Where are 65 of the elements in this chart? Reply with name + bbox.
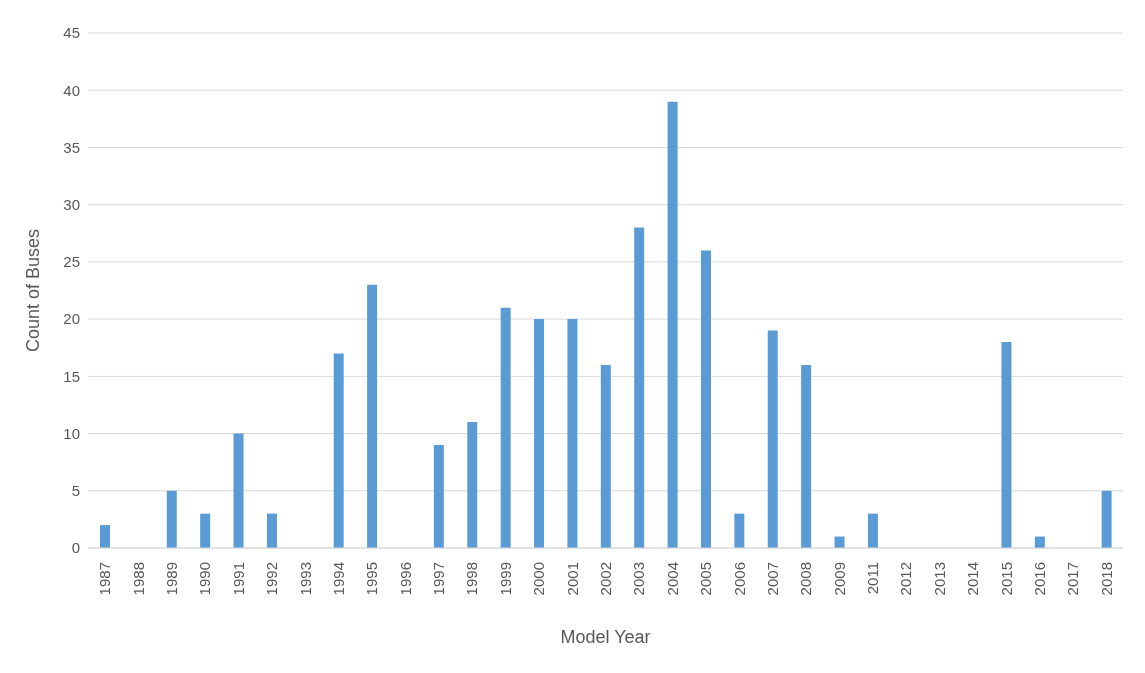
x-tick-label: 2018 [1097, 562, 1115, 596]
x-tick-label: 2012 [897, 562, 915, 596]
bar [333, 353, 344, 548]
y-tick-label: 10 [63, 424, 80, 442]
x-tick-label: 2001 [563, 562, 581, 596]
x-tick-label: 1991 [229, 562, 247, 596]
x-tick-label: 1992 [263, 562, 281, 596]
bar [534, 319, 545, 548]
bar [1101, 490, 1112, 548]
y-tick-label: 35 [63, 138, 80, 156]
x-tick-label: 2000 [530, 562, 548, 596]
y-tick-label: 45 [63, 24, 80, 42]
bar [567, 319, 578, 548]
bar [166, 490, 177, 548]
x-tick-label: 2002 [597, 562, 614, 596]
x-tick-label: 1988 [129, 562, 147, 596]
x-tick-label: 2007 [763, 562, 781, 596]
x-tick-label: 1999 [496, 562, 514, 596]
x-tick-label: 2015 [997, 562, 1015, 596]
x-tick-label: 1997 [430, 562, 448, 596]
bar [634, 227, 645, 548]
x-tick-label: 1996 [396, 562, 414, 596]
x-tick-label: 1995 [363, 562, 381, 596]
x-tick-label: 1987 [96, 562, 114, 596]
y-tick-label: 0 [71, 539, 80, 557]
x-tick-label: 1989 [162, 562, 180, 596]
y-axis-title: Count of Buses [23, 228, 44, 353]
bar [100, 525, 110, 548]
x-tick-label: 2011 [864, 562, 882, 595]
x-tick-label: 2006 [730, 562, 748, 596]
y-tick-label: 20 [63, 310, 80, 328]
bar [867, 513, 878, 548]
x-tick-label: 2009 [830, 562, 848, 596]
x-tick-label: 2008 [797, 562, 815, 596]
y-tick-label: 5 [71, 482, 80, 500]
x-tick-label: 1993 [296, 562, 314, 596]
x-tick-label: 2016 [1031, 562, 1049, 596]
bar [367, 284, 378, 548]
x-tick-label: 2017 [1064, 562, 1082, 596]
bar [200, 513, 211, 548]
y-tick-label: 15 [63, 367, 80, 385]
x-tick-label: 2005 [697, 562, 715, 596]
x-tick-label: 2013 [930, 562, 948, 596]
x-tick-label: 2003 [630, 562, 648, 596]
x-tick-label: 2014 [964, 562, 982, 596]
x-tick-label: 1994 [329, 562, 347, 596]
bar [734, 513, 745, 548]
bar [1001, 342, 1012, 548]
x-tick-label: 1990 [196, 562, 214, 596]
x-axis-title: Model Year [560, 627, 651, 647]
bar [500, 307, 511, 548]
bar [600, 364, 611, 548]
bar [467, 422, 478, 548]
bar [266, 513, 277, 548]
x-tick-label: 2004 [663, 562, 681, 596]
y-tick-label: 25 [63, 253, 80, 271]
y-tick-label: 40 [63, 81, 80, 99]
bar [233, 433, 244, 548]
bar [667, 101, 678, 548]
y-tick-label: 30 [63, 195, 80, 213]
x-tick-label: 1998 [463, 562, 481, 596]
bar [433, 445, 444, 548]
bar [801, 364, 812, 548]
bar [767, 330, 778, 548]
bar [700, 250, 711, 548]
